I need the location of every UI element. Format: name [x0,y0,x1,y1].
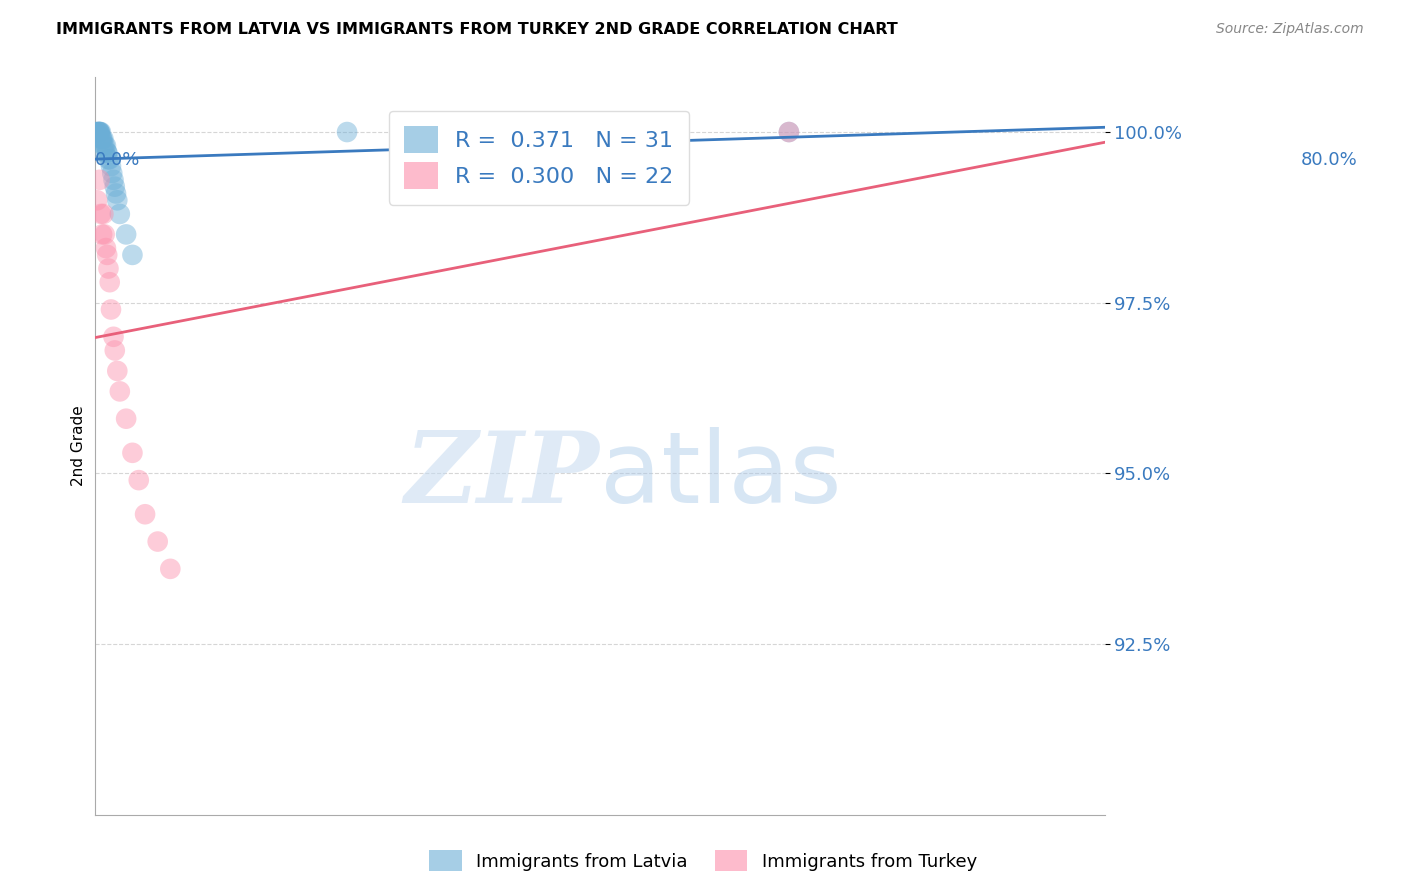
Point [121,446,143,460]
Text: 0.0%: 0.0% [94,151,141,169]
Point [96,145,118,160]
Point [778,125,800,139]
Point [105,194,128,208]
Point [90,125,112,139]
Point [94,138,117,153]
Point [87,125,110,139]
Text: 80.0%: 80.0% [1301,151,1357,169]
Point [84,125,107,139]
Point [93,138,115,153]
Point [91,132,114,146]
Point [115,411,138,425]
Point [336,125,359,139]
Text: ZIP: ZIP [405,427,599,524]
Point [159,562,181,576]
Point [101,166,124,180]
Point [89,125,111,139]
Point [105,186,128,201]
Point [93,145,115,160]
Point [115,227,138,242]
Legend: Immigrants from Latvia, Immigrants from Turkey: Immigrants from Latvia, Immigrants from … [422,843,984,879]
Point [93,138,115,153]
Point [98,275,121,289]
Point [87,125,110,139]
Point [134,508,156,522]
Point [108,384,131,399]
Point [91,132,114,146]
Point [93,207,115,221]
Legend: R =  0.371   N = 31, R =  0.300   N = 22: R = 0.371 N = 31, R = 0.300 N = 22 [388,111,689,205]
Point [104,343,127,358]
Point [100,159,122,173]
Text: atlas: atlas [599,427,841,524]
Point [128,473,150,487]
Point [89,173,111,187]
Point [108,207,131,221]
Point [98,153,121,167]
Y-axis label: 2nd Grade: 2nd Grade [72,406,86,486]
Point [146,534,169,549]
Point [91,227,114,242]
Point [97,261,120,276]
Point [93,227,115,242]
Point [89,125,111,139]
Point [104,179,127,194]
Point [121,248,143,262]
Point [96,248,118,262]
Point [86,194,108,208]
Point [97,153,120,167]
Point [103,330,125,344]
Text: Source: ZipAtlas.com: Source: ZipAtlas.com [1216,22,1364,37]
Point [89,125,111,139]
Point [100,302,122,317]
Point [90,132,112,146]
Point [90,207,112,221]
Point [778,125,800,139]
Point [93,132,115,146]
Point [94,241,117,255]
Point [96,145,118,160]
Text: IMMIGRANTS FROM LATVIA VS IMMIGRANTS FROM TURKEY 2ND GRADE CORRELATION CHART: IMMIGRANTS FROM LATVIA VS IMMIGRANTS FRO… [56,22,898,37]
Point [103,173,125,187]
Point [105,364,128,378]
Point [86,125,108,139]
